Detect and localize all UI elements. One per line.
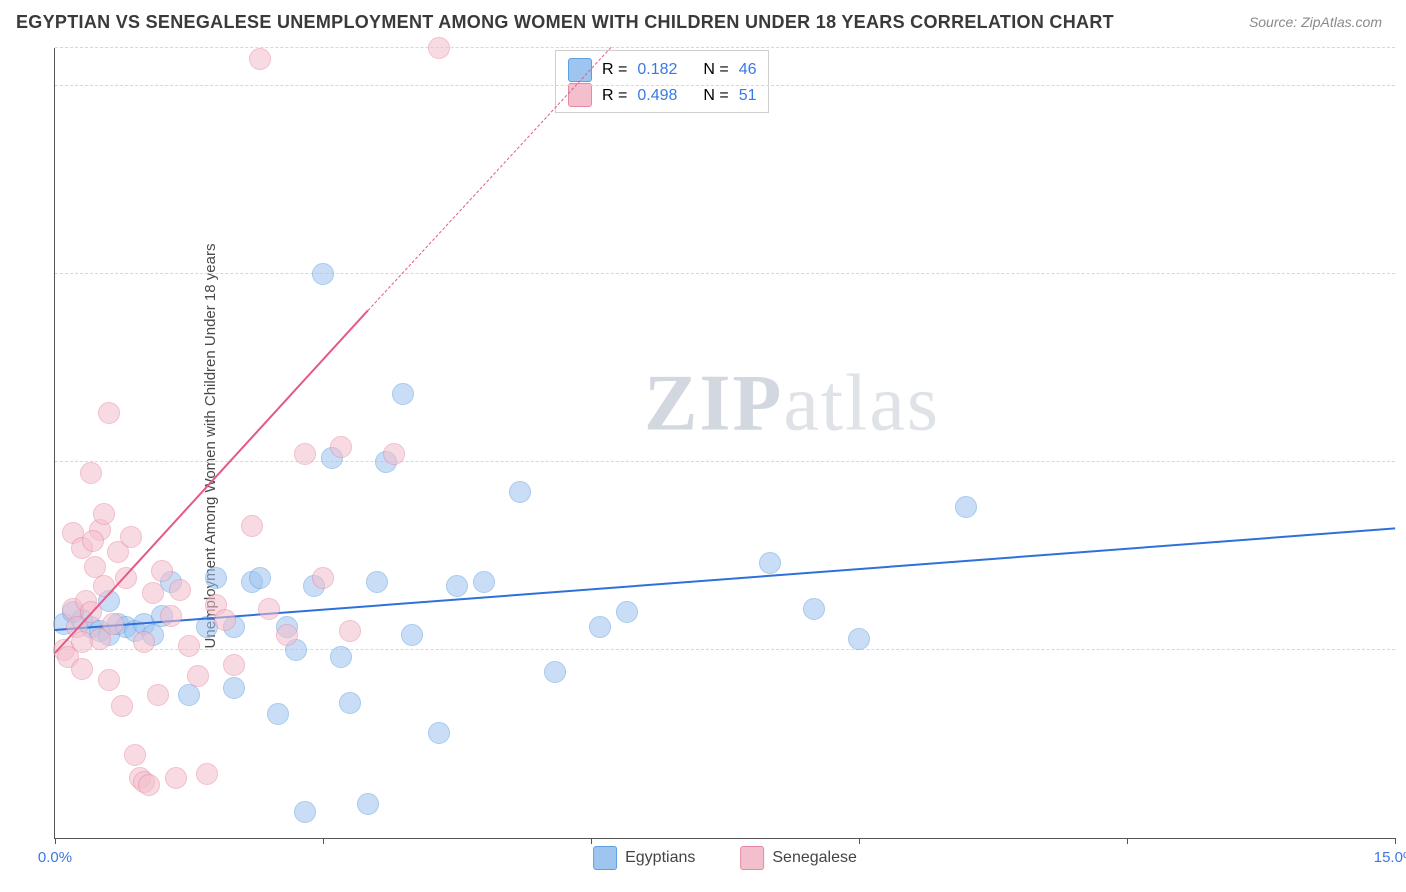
data-point	[330, 436, 352, 458]
data-point	[133, 631, 155, 653]
tick-mark-x	[1395, 838, 1396, 844]
r-label: R =	[602, 57, 627, 83]
data-point	[178, 684, 200, 706]
data-point	[80, 462, 102, 484]
legend-stats-box: R = 0.182 N = 46 R = 0.498 N = 51	[555, 50, 769, 113]
data-point	[71, 631, 93, 653]
data-point	[473, 571, 495, 593]
data-point	[241, 515, 263, 537]
gridline-h	[55, 273, 1395, 274]
data-point	[71, 658, 93, 680]
data-point	[111, 695, 133, 717]
x-tick-label: 0.0%	[38, 849, 72, 866]
data-point	[147, 684, 169, 706]
watermark: ZIPatlas	[644, 358, 940, 449]
trend-line	[367, 47, 611, 311]
data-point	[115, 567, 137, 589]
data-point	[294, 801, 316, 823]
data-point	[357, 793, 379, 815]
data-point	[102, 613, 124, 635]
data-point	[249, 567, 271, 589]
data-point	[93, 503, 115, 525]
data-point	[401, 624, 423, 646]
gridline-h	[55, 85, 1395, 86]
data-point	[160, 605, 182, 627]
chart-title: EGYPTIAN VS SENEGALESE UNEMPLOYMENT AMON…	[16, 12, 1114, 33]
gridline-h	[55, 649, 1395, 650]
bottom-legend: Egyptians Senegalese	[593, 846, 857, 870]
data-point	[339, 620, 361, 642]
data-point	[392, 383, 414, 405]
bottom-legend-item: Senegalese	[740, 846, 857, 870]
bottom-legend-item: Egyptians	[593, 846, 695, 870]
data-point	[955, 496, 977, 518]
data-point	[428, 37, 450, 59]
r-label: R =	[602, 83, 627, 109]
legend-swatch	[568, 83, 592, 107]
data-point	[312, 263, 334, 285]
data-point	[178, 635, 200, 657]
data-point	[589, 616, 611, 638]
data-point	[428, 722, 450, 744]
tick-mark-x	[1127, 838, 1128, 844]
source-label: Source: ZipAtlas.com	[1249, 14, 1382, 30]
legend-label: Egyptians	[625, 849, 695, 867]
data-point	[616, 601, 638, 623]
data-point	[509, 481, 531, 503]
data-point	[169, 579, 191, 601]
data-point	[294, 443, 316, 465]
legend-label: Senegalese	[772, 849, 857, 867]
data-point	[258, 598, 280, 620]
n-value: 46	[739, 57, 757, 83]
n-value: 51	[739, 83, 757, 109]
tick-mark-x	[55, 838, 56, 844]
data-point	[803, 598, 825, 620]
data-point	[205, 567, 227, 589]
data-point	[759, 552, 781, 574]
data-point	[330, 646, 352, 668]
tick-mark-x	[859, 838, 860, 844]
data-point	[142, 582, 164, 604]
data-point	[223, 654, 245, 676]
chart-container: EGYPTIAN VS SENEGALESE UNEMPLOYMENT AMON…	[0, 0, 1406, 892]
data-point	[196, 763, 218, 785]
legend-swatch	[593, 846, 617, 870]
data-point	[249, 48, 271, 70]
data-point	[151, 560, 173, 582]
data-point	[124, 744, 146, 766]
data-point	[267, 703, 289, 725]
n-label: N =	[703, 57, 728, 83]
data-point	[446, 575, 468, 597]
legend-swatch	[740, 846, 764, 870]
data-point	[93, 575, 115, 597]
data-point	[98, 669, 120, 691]
data-point	[82, 530, 104, 552]
data-point	[165, 767, 187, 789]
tick-mark-x	[323, 838, 324, 844]
data-point	[312, 567, 334, 589]
data-point	[339, 692, 361, 714]
tick-mark-x	[591, 838, 592, 844]
data-point	[98, 402, 120, 424]
legend-stat-row: R = 0.498 N = 51	[568, 83, 756, 109]
data-point	[366, 571, 388, 593]
data-point	[383, 443, 405, 465]
data-point	[276, 624, 298, 646]
n-label: N =	[703, 83, 728, 109]
data-point	[138, 774, 160, 796]
data-point	[544, 661, 566, 683]
gridline-h	[55, 461, 1395, 462]
r-value: 0.182	[637, 57, 693, 83]
gridline-h	[55, 47, 1395, 48]
r-value: 0.498	[637, 83, 693, 109]
plot-area: ZIPatlas R =0.182N =46R =0.498N =51 Egyp…	[54, 48, 1395, 839]
data-point	[120, 526, 142, 548]
data-point	[223, 677, 245, 699]
x-tick-label: 15.0%	[1374, 849, 1406, 866]
data-point	[848, 628, 870, 650]
data-point	[187, 665, 209, 687]
data-point	[214, 609, 236, 631]
